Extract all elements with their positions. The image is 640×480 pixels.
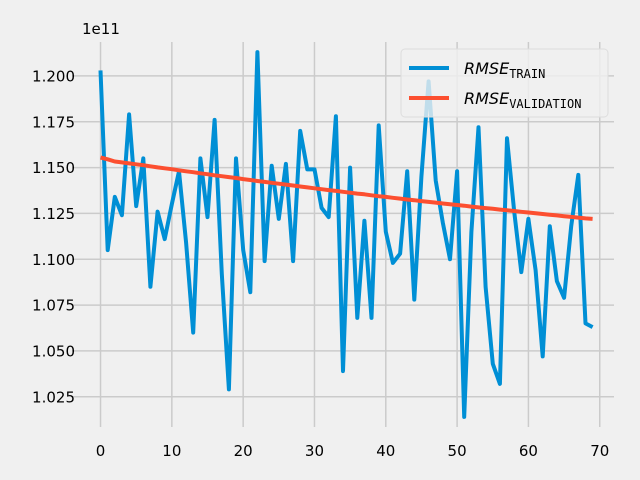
- x-tick-label: 50: [448, 442, 467, 460]
- legend-entry-main: RMSE: [464, 59, 510, 78]
- y-tick-label: 1.200: [32, 67, 75, 85]
- y-tick-label: 1.100: [32, 251, 75, 269]
- y-tick-label: 1.050: [32, 342, 75, 360]
- x-tick-label: 10: [162, 442, 181, 460]
- legend-box: [400, 48, 609, 118]
- series-line-validation: [100, 155, 593, 221]
- x-tick-label: 40: [376, 442, 395, 460]
- legend-entry-subscript: TRAIN: [509, 67, 545, 81]
- y-tick-label: 1.075: [32, 297, 75, 315]
- legend-entry-validation: RMSEVALIDATION: [464, 89, 581, 111]
- x-axis-ticks: 0 10 20 30 40 50 60 70: [96, 442, 610, 460]
- x-tick-label: 0: [96, 442, 106, 460]
- series-lines: [98, 50, 594, 419]
- y-axis-ticks: 1.025 1.050 1.075 1.100 1.125 1.150 1.175 1.200: [32, 67, 75, 406]
- y-tick-label: 1.175: [32, 113, 75, 131]
- y-tick-label: 1.025: [32, 388, 75, 406]
- legend-entry-subscript: VALIDATION: [509, 97, 581, 111]
- y-tick-label: 1.150: [32, 159, 75, 177]
- x-tick-label: 20: [234, 442, 253, 460]
- y-axis-offset-label: 1e11: [82, 20, 120, 38]
- series-line-train: [98, 50, 594, 419]
- y-tick-label: 1.125: [32, 205, 75, 223]
- x-tick-label: 60: [519, 442, 538, 460]
- x-tick-label: 30: [305, 442, 324, 460]
- x-tick-label: 70: [590, 442, 609, 460]
- legend-entry-main: RMSE: [464, 89, 510, 108]
- legend-entry-train: RMSETRAIN: [464, 59, 545, 81]
